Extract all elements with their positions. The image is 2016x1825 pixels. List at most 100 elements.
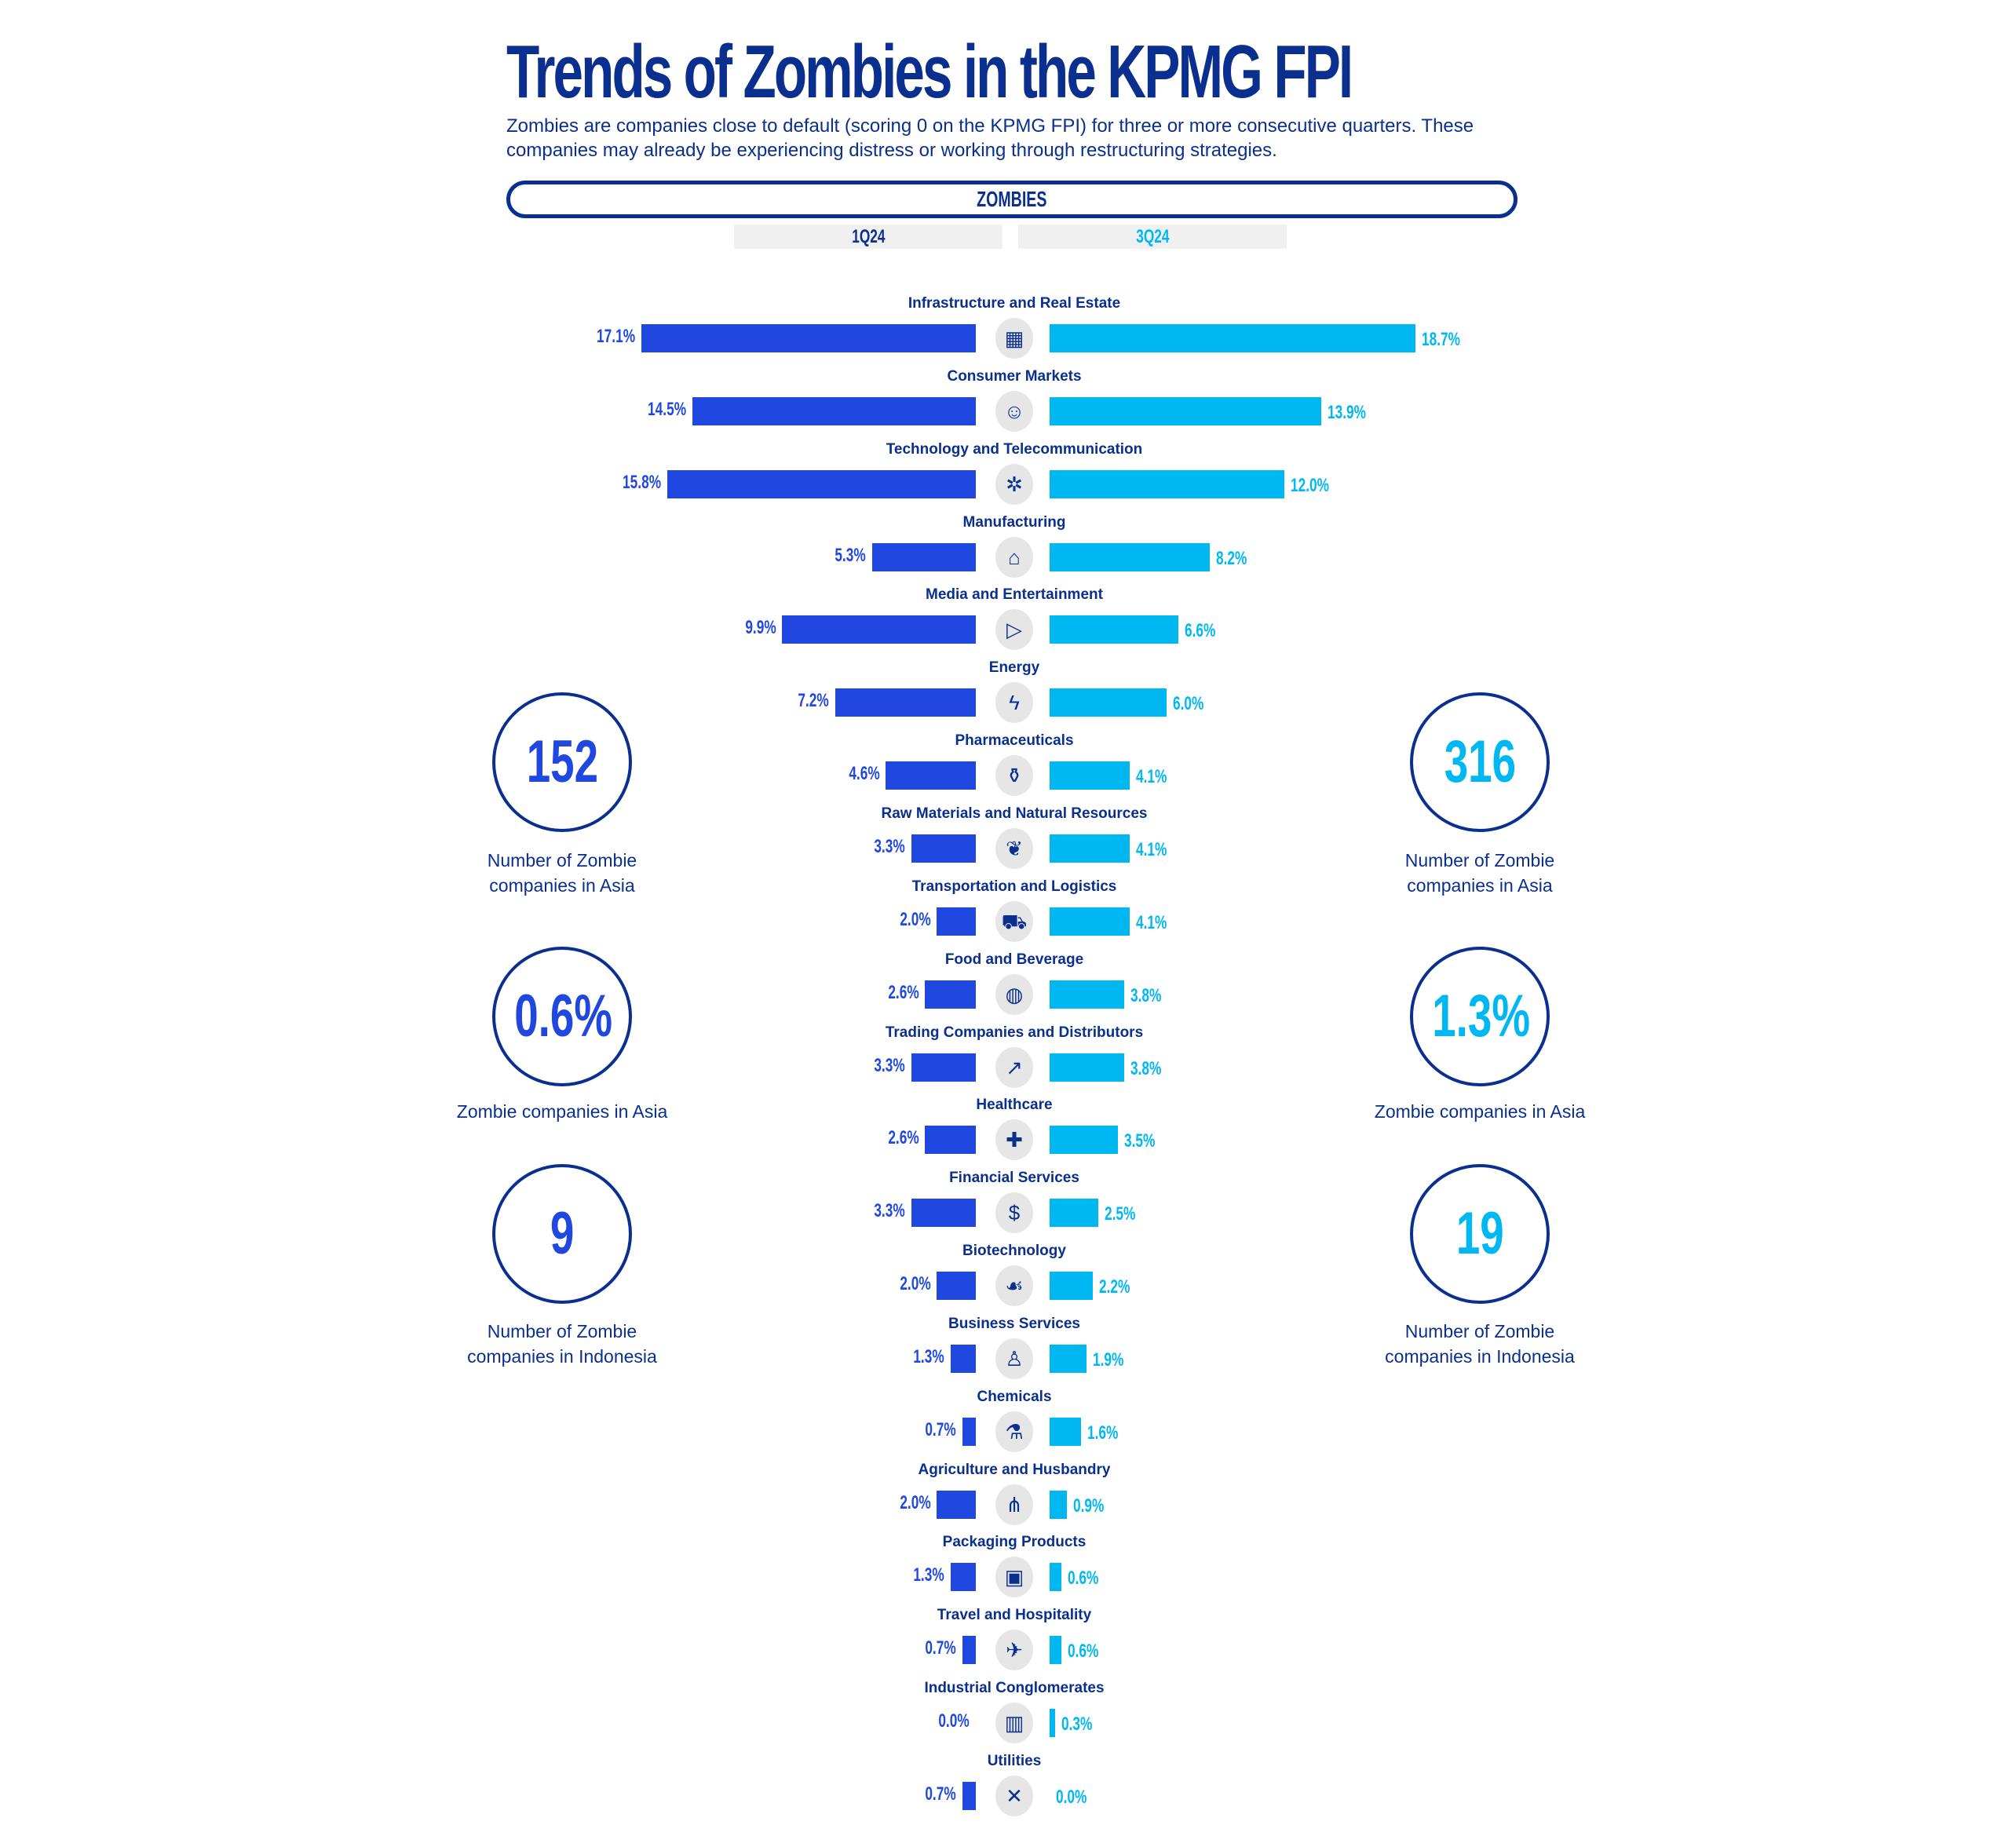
stat-caption: Number of Zombie companies in Asia [487, 850, 637, 896]
value-label-1q24: 1.3% [901, 1564, 944, 1586]
bar-1q24 [911, 1199, 976, 1228]
category-label: Food and Beverage [944, 951, 1084, 968]
value-label-1q24: 2.0% [888, 1492, 930, 1514]
value-label-3q24: 13.9% [1328, 402, 1381, 424]
wheat-icon: ⋔ [995, 1484, 1033, 1525]
value-label-1q24: 3.3% [862, 1055, 904, 1077]
category-label: Travel and Hospitality [937, 1607, 1092, 1624]
flask-icon: ⚗ [995, 1411, 1033, 1452]
bar-3q24 [1050, 1636, 1061, 1665]
value-text: 8.2% [1216, 547, 1247, 569]
value-text: 2.0% [899, 1273, 931, 1295]
value-label-1q24: 9.9% [733, 617, 776, 639]
bar-1q24 [937, 1272, 976, 1301]
stat-value: 9 [550, 1200, 575, 1267]
value-text: 9.9% [745, 617, 776, 639]
worker-icon: ♙ [995, 1338, 1033, 1379]
value-label-3q24: 0.3% [1061, 1714, 1105, 1736]
value-text: 3.5% [1124, 1130, 1156, 1152]
plate-cutlery-icon: ◍ [995, 973, 1033, 1015]
value-text: 4.1% [1136, 766, 1167, 788]
value-text: 2.6% [887, 981, 919, 1003]
building-icon: ▦ [995, 318, 1033, 359]
value-text: 0.9% [1073, 1495, 1105, 1517]
stat-circle: 19 [1410, 1164, 1550, 1304]
section-header: ZOMBIES [506, 181, 1517, 218]
value-label-1q24: 2.0% [888, 1273, 931, 1295]
bar-3q24 [1050, 1126, 1119, 1155]
bar-1q24 [886, 761, 976, 790]
bar-1q24 [950, 1344, 976, 1373]
bar-1q24 [782, 615, 976, 644]
value-label-3q24: 4.1% [1136, 912, 1179, 934]
stat-circle: 152 [492, 692, 632, 832]
bar-3q24 [1050, 980, 1124, 1009]
value-label-1q24: 17.1% [582, 326, 635, 348]
value-text: 3.8% [1130, 1057, 1161, 1079]
value-label-3q24: 0.0% [1056, 1787, 1099, 1809]
value-text: 4.1% [1136, 838, 1167, 860]
legend-3q24: 3Q24 [1018, 224, 1287, 249]
value-text: 1.9% [1093, 1349, 1124, 1371]
value-label-3q24: 1.6% [1087, 1422, 1130, 1444]
value-text: 3.8% [1130, 984, 1161, 1006]
value-text: 0.0% [938, 1710, 970, 1732]
bar-1q24 [937, 907, 976, 936]
category-label: Energy [988, 659, 1040, 677]
value-label-1q24: 3.3% [862, 836, 904, 858]
value-text: 6.0% [1173, 693, 1204, 715]
value-text: 1.3% [913, 1345, 944, 1367]
medical-cross-icon: ✚ [995, 1119, 1033, 1161]
stat-value: 1.3% [1432, 983, 1530, 1049]
category-label: Media and Entertainment [926, 586, 1103, 604]
stat-caption: Number of Zombie companies in Indonesia [467, 1321, 657, 1367]
legend-3q24-label: 3Q24 [1135, 226, 1170, 247]
pill-bottle-icon: ⚱ [995, 755, 1033, 797]
value-text: 0.7% [925, 1418, 956, 1440]
value-label-1q24: 0.7% [913, 1637, 955, 1659]
value-text: 0.3% [1061, 1714, 1093, 1736]
value-label-3q24: 0.6% [1068, 1568, 1111, 1590]
stat-circle: 0.6% [492, 947, 632, 1086]
stat-caption: Zombie companies in Asia [456, 1101, 668, 1122]
lightning-icon: ϟ [995, 682, 1033, 724]
value-label-1q24: 14.5% [633, 399, 686, 421]
bar-3q24 [1050, 1344, 1087, 1373]
category-label: Pharmaceuticals [955, 732, 1074, 750]
value-label-3q24: 4.1% [1136, 839, 1179, 861]
value-text: 17.1% [597, 326, 636, 347]
bar-1q24 [950, 1563, 976, 1592]
subtitle: Zombies are companies close to default (… [506, 115, 1474, 161]
category-label: Chemicals [977, 1388, 1052, 1405]
bar-3q24 [1050, 324, 1415, 352]
stat-circle: 9 [492, 1164, 632, 1304]
category-label: Infrastructure and Real Estate [908, 295, 1121, 312]
value-label-3q24: 6.6% [1185, 620, 1228, 642]
value-text: 3.3% [874, 1200, 905, 1222]
presentation-icon: ▷ [995, 609, 1033, 651]
value-label-1q24: 15.8% [608, 472, 661, 494]
globe-plane-icon: ✈ [995, 1630, 1033, 1671]
value-label-3q24: 12.0% [1291, 475, 1344, 497]
value-label-3q24: 0.9% [1073, 1495, 1116, 1517]
bar-1q24 [962, 1636, 976, 1665]
value-label-1q24: 0.7% [913, 1418, 956, 1441]
value-text: 2.5% [1105, 1203, 1136, 1225]
legend-1q24-label: 1Q24 [851, 226, 886, 247]
value-label-1q24: 3.3% [862, 1200, 905, 1222]
value-label-3q24: 0.6% [1068, 1641, 1111, 1663]
value-text: 14.5% [647, 398, 686, 420]
bar-3q24 [1050, 1272, 1093, 1301]
factory-icon: ⌂ [995, 536, 1033, 578]
value-label-3q24: 2.2% [1099, 1276, 1142, 1298]
value-text: 0.7% [925, 1783, 956, 1805]
money-bag-icon: $ [995, 1192, 1033, 1234]
plant-icon: ❦ [995, 827, 1033, 869]
category-label: Utilities [987, 1753, 1042, 1769]
legend-1q24: 1Q24 [734, 224, 1003, 249]
bar-1q24 [872, 542, 976, 571]
value-label-1q24: 0.7% [913, 1783, 956, 1805]
office-building-icon: ▥ [995, 1703, 1033, 1744]
value-label-3q24: 3.8% [1130, 1058, 1174, 1080]
value-label-3q24: 6.0% [1173, 693, 1216, 715]
